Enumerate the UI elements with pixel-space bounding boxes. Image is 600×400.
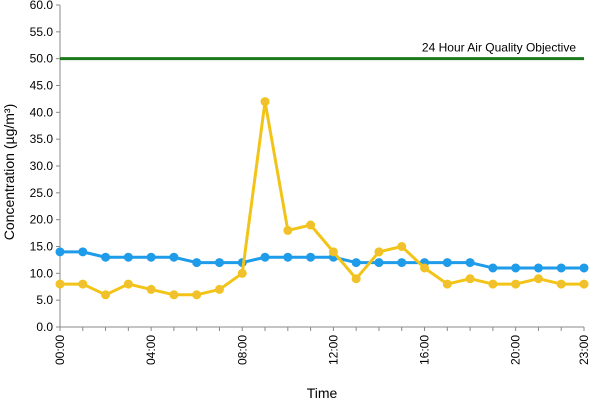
reference-line-label: 24 Hour Air Quality Objective xyxy=(422,41,576,55)
series-2-point xyxy=(488,279,498,289)
series-1-point xyxy=(351,258,361,268)
y-tick-label: 45.0 xyxy=(30,79,54,93)
series-2-point xyxy=(397,242,407,251)
y-tick-label: 30.0 xyxy=(30,159,54,173)
x-tick-label: 04:00 xyxy=(144,335,158,365)
series-1-point xyxy=(101,252,111,262)
series-2-point xyxy=(511,279,521,289)
series-1-point xyxy=(214,258,224,268)
series-1-point xyxy=(78,247,88,257)
x-axis-title: Time xyxy=(307,385,338,400)
x-tick-label: 12:00 xyxy=(326,335,340,365)
y-axis-title: Concentration (µg/m³) xyxy=(1,104,17,240)
y-tick-label: 50.0 xyxy=(30,52,54,66)
series-2-point xyxy=(306,220,316,230)
series-1-point xyxy=(192,258,202,268)
series-1-point xyxy=(123,252,133,262)
x-tick-label: 16:00 xyxy=(418,335,432,365)
series-2-point xyxy=(78,279,88,289)
y-tick-label: 25.0 xyxy=(30,186,54,200)
series-2-point xyxy=(533,274,543,284)
series-2-point xyxy=(123,279,133,289)
x-tick-label: 23:00 xyxy=(577,335,591,365)
series-2-point xyxy=(556,279,566,289)
series-1-point xyxy=(579,263,589,273)
series-1-point xyxy=(283,252,293,262)
series-1-point xyxy=(260,252,270,262)
series-2-point xyxy=(192,290,202,300)
series-2-point xyxy=(169,290,179,300)
series-2-point xyxy=(146,284,156,294)
series-1-point xyxy=(55,247,65,257)
series-2-point xyxy=(283,225,293,235)
series-1-point xyxy=(465,258,475,268)
series-1-point xyxy=(169,252,179,262)
series-1-point xyxy=(397,258,407,268)
series-2-point xyxy=(465,274,475,284)
y-tick-label: 55.0 xyxy=(30,25,54,39)
series-2-point xyxy=(101,290,111,300)
y-tick-label: 35.0 xyxy=(30,132,54,146)
series-2-point xyxy=(442,279,452,289)
series-1-point xyxy=(488,263,498,273)
x-tick-label: 08:00 xyxy=(235,335,249,365)
series-1-point xyxy=(511,263,521,273)
y-tick-label: 20.0 xyxy=(30,213,54,227)
series-1-point xyxy=(374,258,384,268)
series-2-point xyxy=(420,263,430,273)
series-1-line xyxy=(58,250,586,270)
series-2-point xyxy=(374,247,384,257)
y-tick-label: 60.0 xyxy=(30,0,54,12)
series-1-point xyxy=(306,252,316,262)
y-tick-label: 10.0 xyxy=(30,266,54,280)
series-2-point xyxy=(214,284,224,294)
series-2-point xyxy=(260,97,270,107)
series-1-point xyxy=(556,263,566,273)
plot-area: 0.0 5.0 10.0 15.0 20.0 25.0 30.0 35.0 40.0 45.0 50… xyxy=(30,0,591,365)
y-tick-label: 0.0 xyxy=(36,320,53,334)
series-2-point xyxy=(55,279,65,289)
y-tick-label: 5.0 xyxy=(36,293,53,307)
series-1-point xyxy=(533,263,543,273)
series-2-point xyxy=(328,247,338,257)
series-2-line xyxy=(58,100,586,297)
series-2-point xyxy=(237,268,247,278)
series-2-point xyxy=(351,274,361,284)
series-1-point xyxy=(442,258,452,268)
y-tick-label: 15.0 xyxy=(30,240,54,254)
x-tick-label: 20:00 xyxy=(509,335,523,365)
x-tick-label: 00:00 xyxy=(53,335,67,365)
y-tick-label: 40.0 xyxy=(30,105,54,119)
series-2-point xyxy=(579,279,589,289)
series-1-point xyxy=(146,252,156,262)
